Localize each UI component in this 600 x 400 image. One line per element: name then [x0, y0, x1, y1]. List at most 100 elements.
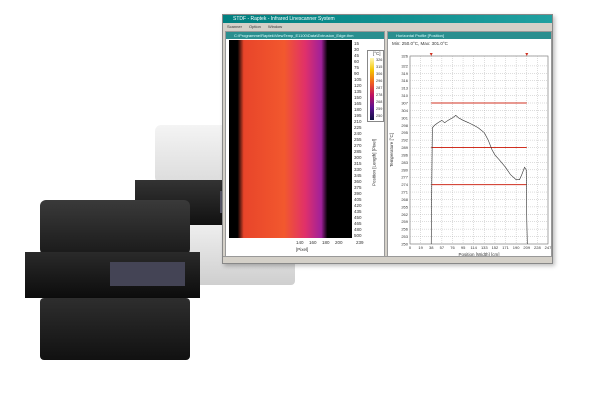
linescanner-camera-front — [25, 200, 200, 365]
thermal-y-tick: 180 — [354, 107, 362, 112]
thermal-y-tick: 465 — [354, 221, 362, 226]
thermal-y-tick: 210 — [354, 119, 362, 124]
thermal-y-tick: 240 — [354, 131, 362, 136]
x-tick-label: 171 — [502, 245, 509, 250]
y-tick-label: 277 — [401, 175, 408, 180]
thermal-y-tick: 90 — [354, 71, 360, 76]
thermal-x-tick: 160 — [309, 240, 317, 245]
thermal-x-tick: 140 — [296, 240, 304, 245]
y-tick-label: 256 — [401, 227, 408, 232]
thermal-image[interactable] — [229, 40, 352, 238]
x-tick-label: 190 — [513, 245, 520, 250]
x-tick-label: 0 — [409, 245, 412, 250]
x-axis-label: Position [Width] [cm] — [458, 252, 499, 257]
y-tick-label: 322 — [401, 63, 408, 68]
y-tick-label: 280 — [401, 167, 408, 172]
y-tick-label: 326 — [401, 54, 408, 59]
colorbar-tick: 250 — [376, 114, 383, 118]
x-tick-label: 228 — [534, 245, 541, 250]
colorbar-tick: 306 — [376, 72, 383, 76]
thermal-y-tick: 450 — [354, 215, 362, 220]
thermal-y-tick: 195 — [354, 113, 362, 118]
camera-front-window — [110, 262, 185, 286]
thermal-y-tick: 15 — [354, 41, 360, 46]
x-tick-label: 152 — [492, 245, 499, 250]
thermal-y-tick: 105 — [354, 77, 362, 82]
y-tick-label: 304 — [401, 108, 408, 113]
colorbar-tick: 259 — [376, 107, 383, 111]
thermal-x-tick: 239 — [356, 240, 364, 245]
thermal-y-tick: 330 — [354, 167, 362, 172]
y-tick-label: 283 — [401, 160, 408, 165]
thermal-y-tick: 300 — [354, 155, 362, 160]
x-tick-label: 95 — [461, 245, 466, 250]
marker-icon — [525, 53, 529, 56]
camera-front-bottom-housing — [40, 298, 190, 360]
thermal-pane-title: C:\Programme\Raptek\ViewTemp_E1100\Data\… — [226, 32, 384, 39]
profile-chart[interactable]: 0 19 38 57 76 95 114 133 152 171 190 209 228 24732632… — [388, 48, 553, 258]
thermal-y-tick: 360 — [354, 179, 362, 184]
menu-window[interactable]: Window — [267, 24, 283, 29]
thermal-y-tick: 225 — [354, 125, 362, 130]
min-max-readout: Min: 250.0°C, Max: 301.0°C — [392, 41, 448, 46]
menu-option[interactable]: Option — [249, 24, 261, 29]
y-axis-label: Temperature [°C] — [389, 133, 394, 167]
thermal-x-tick: 200 — [335, 240, 343, 245]
thermal-y-tick: 375 — [354, 185, 362, 190]
thermal-y-tick: 45 — [354, 53, 360, 58]
marker-icon — [429, 53, 433, 56]
profile-pane-title: Horizontal Profile [Position] — [388, 32, 551, 39]
x-tick-label: 19 — [418, 245, 423, 250]
y-tick-label: 289 — [401, 145, 408, 150]
thermal-y-tick: 405 — [354, 197, 362, 202]
thermal-y-tick: 75 — [354, 65, 360, 70]
thermal-y-tick: 120 — [354, 83, 362, 88]
y-tick-label: 259 — [401, 219, 408, 224]
colorbar-tick: 278 — [376, 93, 383, 97]
thermal-x-tick: 180 — [322, 240, 330, 245]
camera-front-top-housing — [40, 200, 190, 255]
y-tick-label: 253 — [401, 234, 408, 239]
menu-scanner[interactable]: Scanner — [227, 24, 242, 29]
y-tick-label: 286 — [401, 152, 408, 157]
colorbar-tick: 326 — [376, 58, 383, 62]
y-tick-label: 271 — [401, 190, 408, 195]
thermal-y-tick: 390 — [354, 191, 362, 196]
thermal-y-tick: 315 — [354, 161, 362, 166]
menu-bar: Scanner Option Window — [223, 23, 552, 30]
colorbar-tick: 315 — [376, 65, 383, 69]
app-window: STDF - Raptek - Infrared Linescanner Sys… — [222, 14, 553, 264]
colorbar-tick: 268 — [376, 100, 383, 104]
x-tick-label: 76 — [450, 245, 455, 250]
plot-area — [409, 55, 549, 245]
y-tick-label: 307 — [401, 101, 408, 106]
y-tick-label: 298 — [401, 123, 408, 128]
y-tick-label: 310 — [401, 93, 408, 98]
y-tick-label: 268 — [401, 197, 408, 202]
y-tick-label: 262 — [401, 212, 408, 217]
y-tick-label: 274 — [401, 182, 408, 187]
y-tick-label: 316 — [401, 78, 408, 83]
status-bar — [223, 256, 552, 263]
thermal-y-tick: 420 — [354, 203, 362, 208]
thermal-y-tick: 270 — [354, 143, 362, 148]
profile-pane: Horizontal Profile [Position] Min: 250.0… — [387, 31, 552, 257]
x-tick-label: 133 — [481, 245, 488, 250]
colorbar-tick: 287 — [376, 86, 383, 90]
thermal-y-tick: 60 — [354, 59, 360, 64]
thermal-y-tick: 345 — [354, 173, 362, 178]
colorbar-tick: 296 — [376, 79, 383, 83]
thermal-y-tick: 150 — [354, 95, 362, 100]
thermal-y-tick: 480 — [354, 227, 362, 232]
thermal-y-tick: 255 — [354, 137, 362, 142]
y-tick-label: 301 — [401, 115, 408, 120]
y-tick-label: 250 — [401, 242, 408, 247]
y-tick-label: 313 — [401, 86, 408, 91]
thermal-y-tick: 135 — [354, 89, 362, 94]
y-tick-label: 265 — [401, 204, 408, 209]
x-tick-label: 57 — [440, 245, 445, 250]
profile-line — [430, 114, 528, 245]
thermal-y-tick: 500 — [354, 233, 362, 238]
thermal-y-tick: 30 — [354, 47, 360, 52]
thermal-y-tick: 165 — [354, 101, 362, 106]
